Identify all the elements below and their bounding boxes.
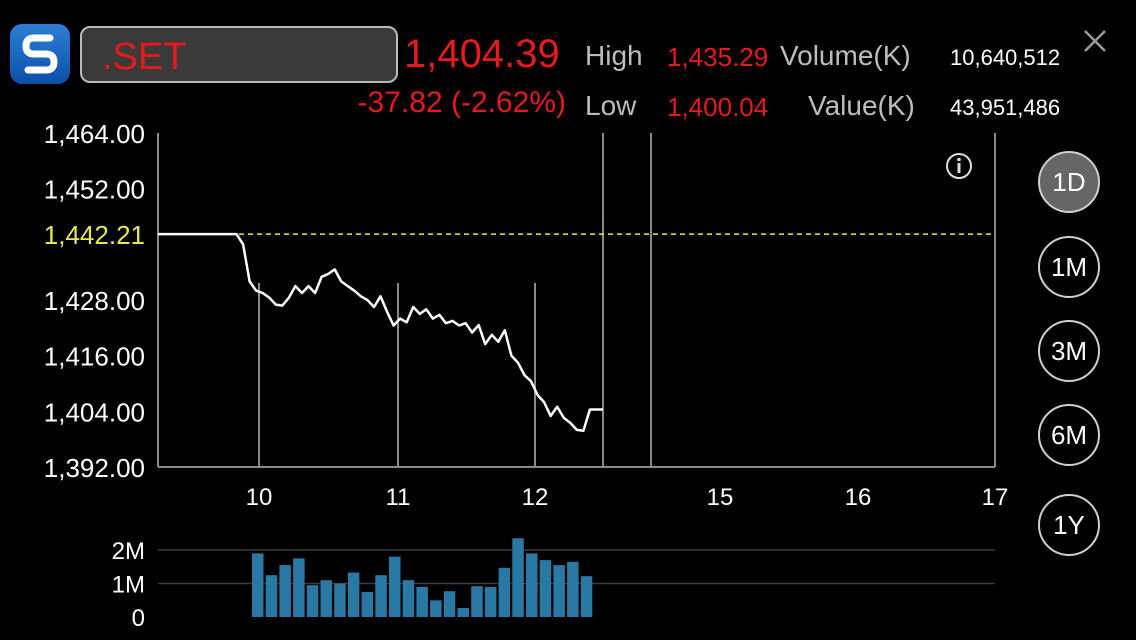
volume-bar (293, 558, 305, 617)
x-tick-label: 11 (386, 484, 411, 511)
y-tick-label: 1,452.00 (44, 175, 145, 205)
volume-bar (361, 591, 374, 617)
y-tick-label: 1,392.00 (44, 453, 145, 483)
volume-bar (498, 567, 511, 617)
volume-chart[interactable]: 2M 1M 0 (0, 520, 1030, 640)
volume-value: 10,640,512 (950, 45, 1061, 70)
low-label: Low (585, 90, 637, 121)
volume-bars (252, 538, 593, 617)
volume-bar (252, 553, 264, 617)
x-tick-label: 12 (522, 484, 549, 511)
volume-bar (320, 580, 332, 617)
app-logo[interactable] (10, 24, 70, 84)
volume-tick-label: 2M (112, 538, 145, 565)
volume-bar (265, 575, 278, 617)
x-tick-label: 17 (982, 484, 1009, 511)
y-tick-label: 1,464.00 (44, 120, 145, 149)
volume-label: Volume(K) (780, 40, 911, 71)
value-label: Value(K) (808, 90, 915, 121)
volume-bar (457, 608, 469, 617)
x-tick-label: 15 (707, 484, 734, 511)
range-button-1m[interactable]: 1M (1038, 236, 1100, 298)
volume-bar (347, 572, 360, 617)
volume-y-axis: 2M 1M 0 (112, 538, 995, 632)
symbol-text: .SET (102, 36, 187, 78)
close-icon[interactable] (1082, 28, 1108, 54)
volume-bar (553, 565, 565, 617)
volume-bar (580, 576, 593, 617)
volume-bar (539, 560, 552, 617)
volume-bar (526, 553, 538, 617)
volume-bar (471, 586, 483, 617)
volume-bar (484, 586, 497, 617)
high-label: High (585, 40, 643, 71)
price-change: -37.82 (-2.62%) (357, 86, 566, 119)
y-tick-label: 1,404.00 (44, 397, 145, 427)
info-icon[interactable] (946, 153, 972, 179)
volume-bar (567, 561, 579, 617)
volume-bar (430, 600, 442, 617)
range-button-1d[interactable]: 1D (1038, 151, 1100, 213)
logo-s-icon (22, 34, 58, 74)
volume-bar (443, 591, 456, 617)
volume-bar (375, 575, 387, 617)
last-price: 1,404.39 (404, 32, 560, 76)
range-button-1y[interactable]: 1Y (1038, 494, 1100, 556)
volume-bar (402, 580, 415, 617)
value-value: 43,951,486 (950, 95, 1061, 120)
range-button-3m[interactable]: 3M (1038, 320, 1100, 382)
y-tick-label: 1,416.00 (44, 342, 145, 372)
chart-frame (157, 133, 996, 468)
high-value: 1,435.29 (667, 42, 769, 72)
volume-bar (334, 583, 346, 617)
x-tick-label: 16 (845, 484, 872, 511)
y-tick-label: 1,428.00 (44, 286, 145, 316)
volume-bar (416, 586, 428, 617)
volume-bar (279, 565, 291, 617)
price-y-axis: 1,464.00 1,452.00 1,428.00 1,416.00 1,404.00… (44, 120, 145, 483)
volume-tick-label: 0 (132, 605, 145, 632)
x-tick-label: 10 (246, 484, 273, 511)
time-x-axis: 10 11 12 15 16 17 (246, 133, 1009, 511)
volume-bar (389, 556, 401, 617)
low-value: 1,400.04 (667, 92, 769, 122)
price-line (158, 232, 603, 433)
price-chart[interactable]: 1,464.00 1,452.00 1,428.00 1,416.00 1,404.00… (0, 120, 1030, 520)
range-button-6m[interactable]: 6M (1038, 404, 1100, 466)
ref-value-label: 1,442.21 (44, 220, 145, 250)
volume-bar (512, 538, 524, 617)
volume-tick-label: 1M (112, 572, 145, 599)
price-series (158, 232, 603, 433)
symbol-search-field[interactable]: .SET (80, 26, 398, 83)
volume-bar (306, 585, 319, 617)
